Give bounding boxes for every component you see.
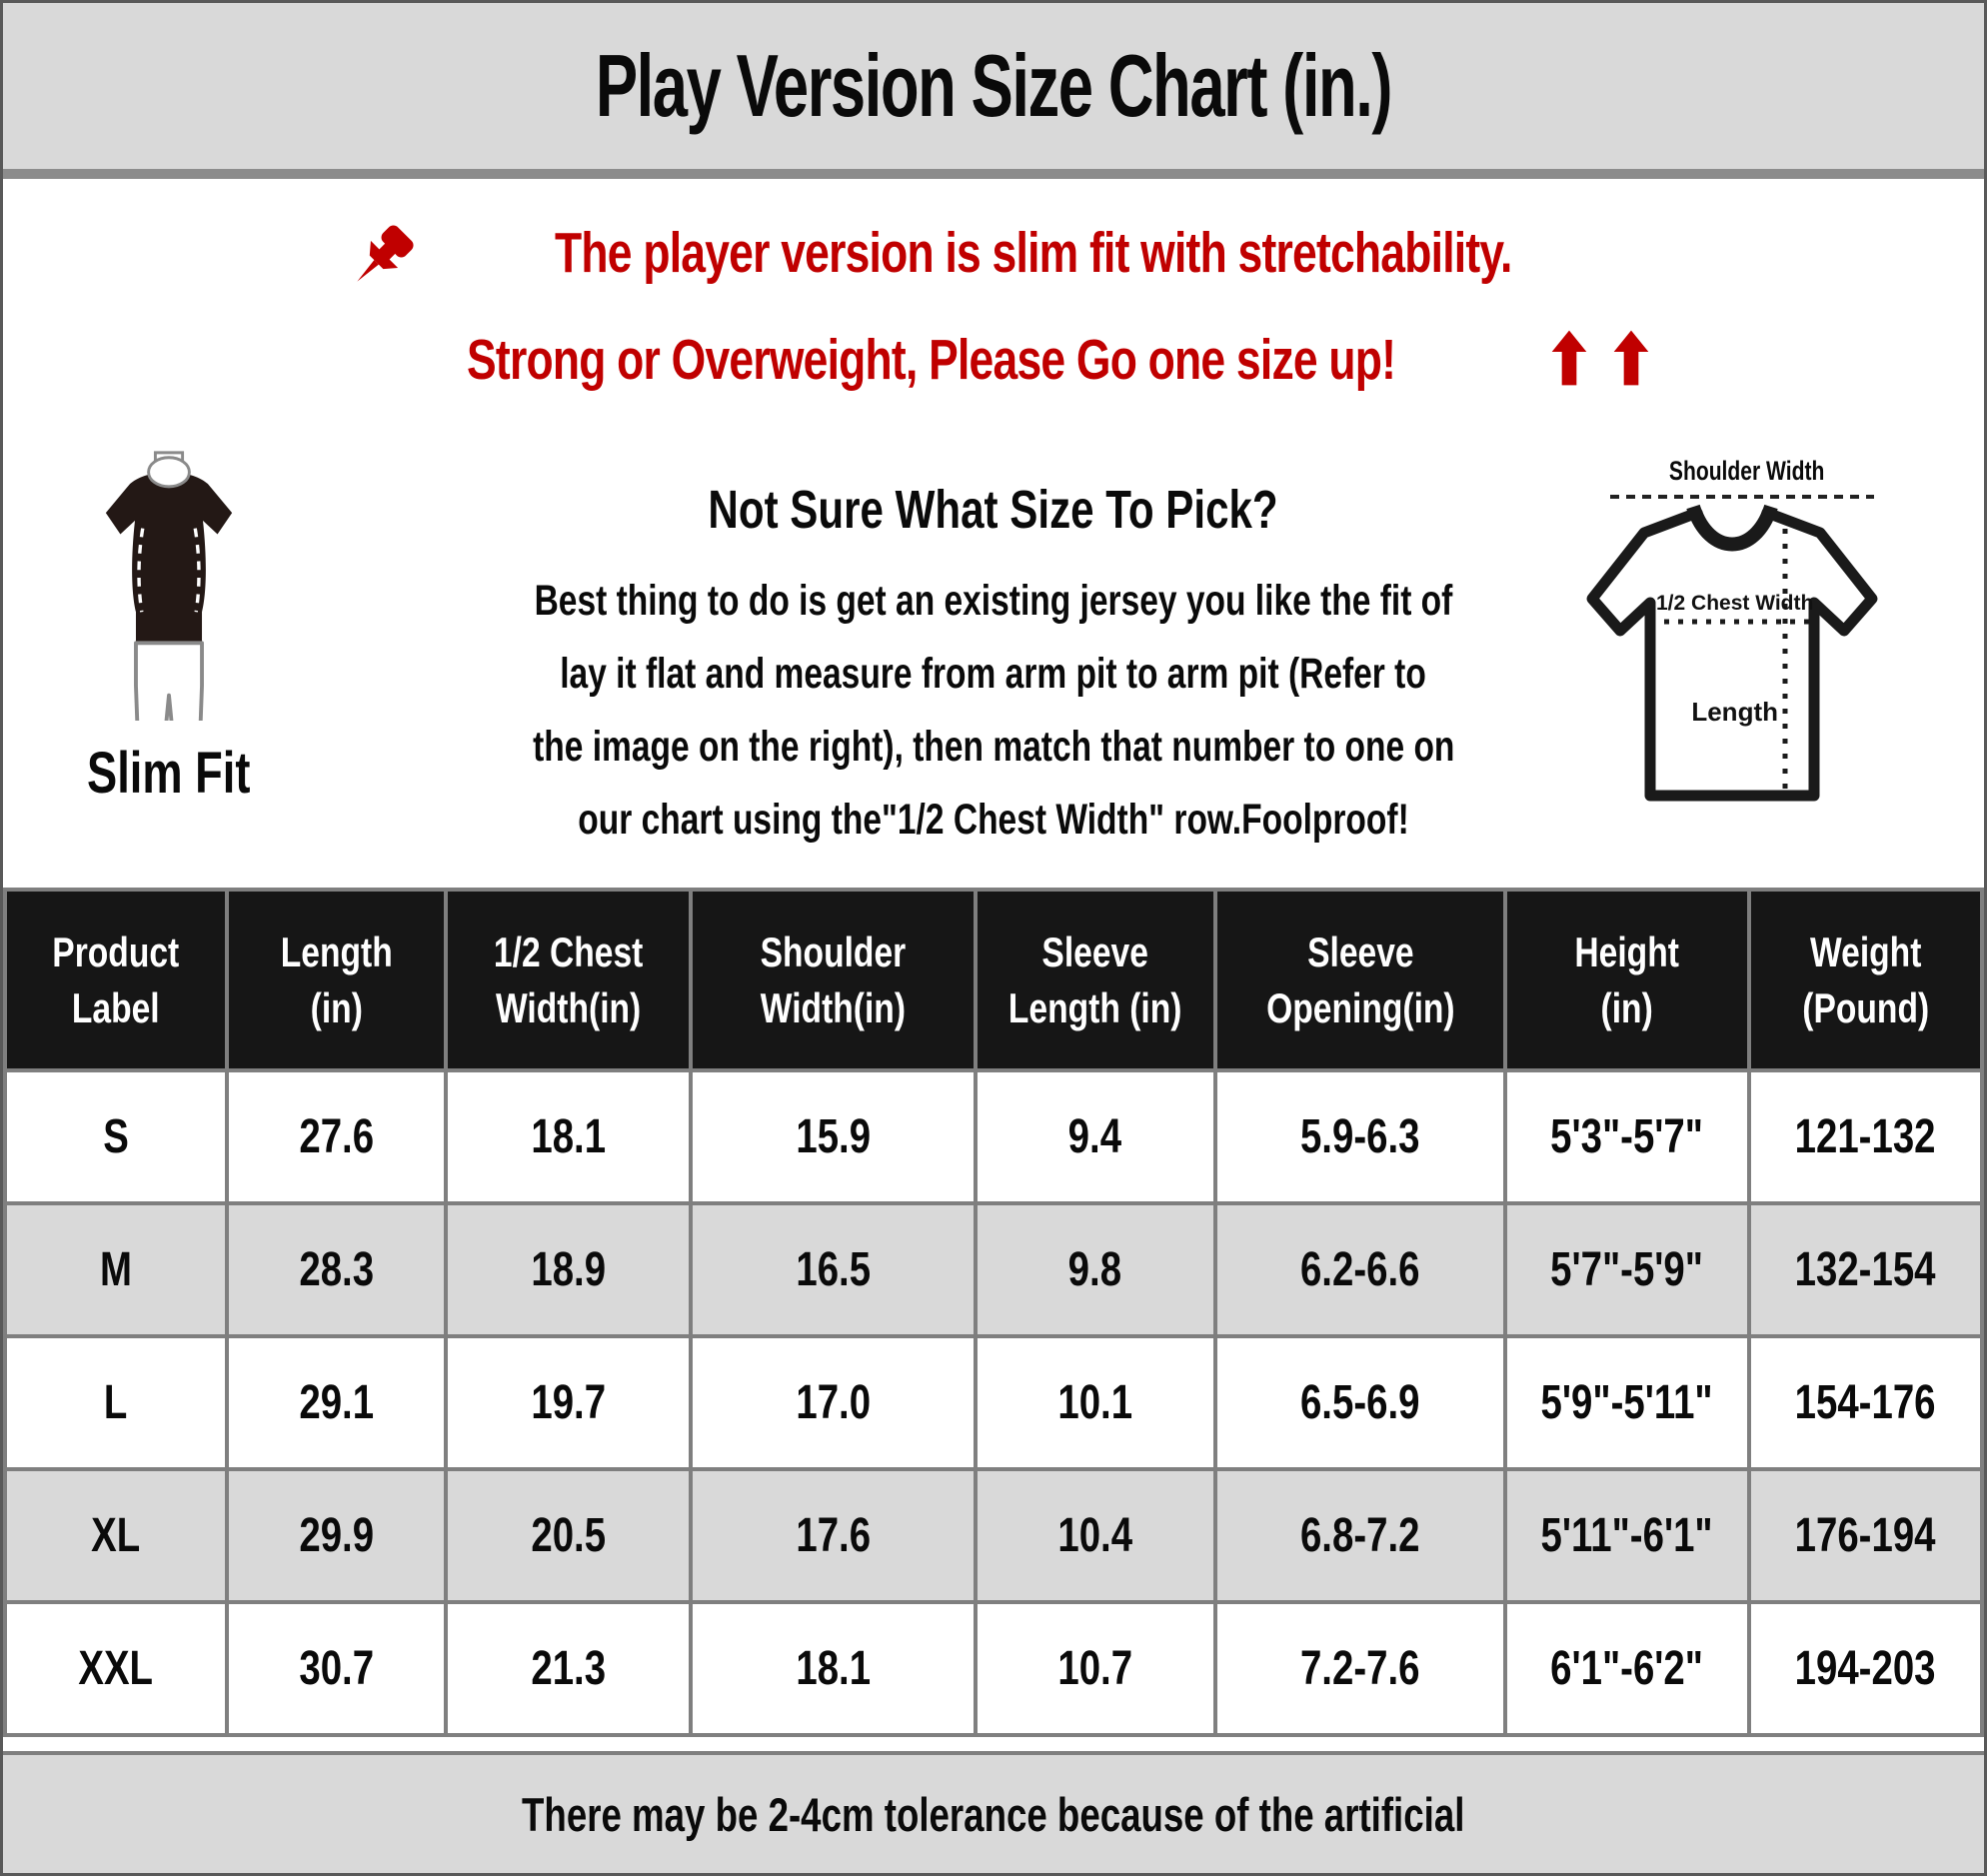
cell: 5'9"-5'11" — [1503, 1334, 1751, 1471]
col-header-product-label: Product Label — [3, 888, 229, 1072]
col-header-sleeve-length: Sleeve Length (in) — [974, 888, 1217, 1072]
up-arrow-icon — [1551, 330, 1586, 386]
slim-fit-caption: Slim Fit — [87, 741, 251, 806]
size-label-cell: XXL — [3, 1600, 229, 1737]
slim-fit-caption-wrap: Slim Fit — [59, 740, 279, 807]
cell: 6'1"-6'2" — [1503, 1600, 1751, 1737]
shoulder-width-label-wrap: Shoulder Width — [1577, 456, 1917, 487]
col-header-shoulder-width: Shoulder Width(in) — [689, 888, 979, 1072]
cell: 16.5 — [689, 1201, 979, 1338]
cell: 7.2-7.6 — [1212, 1600, 1508, 1737]
title-divider — [3, 169, 1984, 179]
size-help-line-3: the image on the right), then match that… — [532, 723, 1455, 771]
col-header-weight: Weight (Pound) — [1746, 888, 1985, 1072]
cell: 6.5-6.9 — [1212, 1334, 1508, 1471]
notice-text-2: Strong or Overweight, Please Go one size… — [467, 328, 1396, 392]
cell: 19.7 — [444, 1334, 694, 1471]
size-help-line-1: Best thing to do is get an existing jers… — [534, 577, 1453, 625]
pushpin-icon — [357, 225, 414, 282]
cell: 132-154 — [1746, 1201, 1985, 1338]
cell: 18.1 — [689, 1600, 979, 1737]
slim-fit-figure: Slim Fit — [59, 449, 279, 807]
cell: 6.2-6.6 — [1212, 1201, 1508, 1338]
tshirt-diagram-drawing: 1/2 Chest Width Length — [1586, 495, 1878, 802]
size-help-heading-wrap: Not Sure What Size To Pick? — [3, 479, 1984, 541]
col-header-length: Length (in) — [224, 888, 449, 1072]
cell: 5'7"-5'9" — [1503, 1201, 1751, 1338]
cell: 194-203 — [1746, 1600, 1985, 1737]
cell: 20.5 — [444, 1467, 694, 1604]
size-table: Product Label Length (in) 1/2 Chest Width(i… — [3, 888, 1985, 1737]
length-label: Length — [1691, 697, 1778, 727]
size-help-line: the image on the right), then match that… — [3, 711, 1984, 784]
cell: 30.7 — [224, 1600, 449, 1737]
cell: 9.4 — [974, 1068, 1217, 1205]
cell: 5.9-6.3 — [1212, 1068, 1508, 1205]
cell: 15.9 — [689, 1068, 979, 1205]
col-header-height: Height (in) — [1503, 888, 1751, 1072]
cell: 10.7 — [974, 1600, 1217, 1737]
cell: 29.1 — [224, 1334, 449, 1471]
cell: 17.0 — [689, 1334, 979, 1471]
shoulder-width-label: Shoulder Width — [1669, 456, 1825, 486]
size-label-cell: S — [3, 1068, 229, 1205]
table-row-l: L 29.1 19.7 17.0 10.1 6.5-6.9 5'9"-5'11"… — [3, 1334, 1985, 1471]
col-header-half-chest-width: 1/2 Chest Width(in) — [444, 888, 694, 1072]
size-help-line: lay it flat and measure from arm pit to … — [3, 638, 1984, 711]
cell: 10.4 — [974, 1467, 1217, 1604]
cell: 6.8-7.2 — [1212, 1467, 1508, 1604]
tshirt-measure-diagram: Shoulder Width 1/2 Chest Width Length — [1577, 456, 1917, 844]
up-arrow-icon — [1613, 330, 1648, 386]
size-help-block: Not Sure What Size To Pick? Best thing t… — [3, 479, 1984, 857]
cell: 29.9 — [224, 1467, 449, 1604]
cell: 5'11"-6'1" — [1503, 1467, 1751, 1604]
cell: 17.6 — [689, 1467, 979, 1604]
size-help-line: Best thing to do is get an existing jers… — [3, 565, 1984, 638]
cell: 10.1 — [974, 1334, 1217, 1471]
size-help-heading: Not Sure What Size To Pick? — [708, 480, 1279, 540]
notice-line-1: The player version is slim fit with stre… — [340, 209, 1647, 297]
table-row-xl: XL 29.9 20.5 17.6 10.4 6.8-7.2 5'11"-6'1… — [3, 1467, 1985, 1604]
notice-text-1: The player version is slim fit with stre… — [555, 221, 1512, 285]
col-header-sleeve-opening: Sleeve Opening(in) — [1212, 888, 1508, 1072]
footer-note: There may be 2-4cm tolerance because of … — [522, 1787, 1465, 1841]
table-row-m: M 28.3 18.9 16.5 9.8 6.2-6.6 5'7"-5'9" 1… — [3, 1201, 1985, 1338]
cell: 18.1 — [444, 1068, 694, 1205]
table-row-s: S 27.6 18.1 15.9 9.4 5.9-6.3 5'3"-5'7" 1… — [3, 1068, 1985, 1205]
notice-section: The player version is slim fit with stre… — [3, 179, 1984, 423]
middle-section: Slim Fit Not Sure What Size To Pick? Bes… — [3, 423, 1984, 888]
table-header-row: Product Label Length (in) 1/2 Chest Width(i… — [3, 888, 1985, 1072]
size-help-line-2: lay it flat and measure from arm pit to … — [560, 650, 1427, 698]
cell: 5'3"-5'7" — [1503, 1068, 1751, 1205]
notice-line-2: Strong or Overweight, Please Go one size… — [336, 327, 1650, 393]
cell: 9.8 — [974, 1201, 1217, 1338]
size-help-line-4: our chart using the"1/2 Chest Width" row… — [578, 796, 1409, 844]
table-row-xxl: XXL 30.7 21.3 18.1 10.7 7.2-7.6 6'1"-6'2… — [3, 1600, 1985, 1737]
cell: 176-194 — [1746, 1467, 1985, 1604]
cell: 154-176 — [1746, 1334, 1985, 1471]
cell: 28.3 — [224, 1201, 449, 1338]
footer-band: There may be 2-4cm tolerance because of … — [3, 1751, 1984, 1873]
size-label-cell: L — [3, 1334, 229, 1471]
size-label-cell: XL — [3, 1467, 229, 1604]
page-title: Play Version Size Chart (in.) — [595, 36, 1393, 135]
cell: 21.3 — [444, 1600, 694, 1737]
cell: 18.9 — [444, 1201, 694, 1338]
size-help-line: our chart using the"1/2 Chest Width" row… — [3, 784, 1984, 857]
half-chest-width-label: 1/2 Chest Width — [1656, 592, 1813, 615]
size-label-cell: M — [3, 1201, 229, 1338]
cell: 121-132 — [1746, 1068, 1985, 1205]
cell: 27.6 — [224, 1068, 449, 1205]
title-band: Play Version Size Chart (in.) — [3, 3, 1984, 169]
